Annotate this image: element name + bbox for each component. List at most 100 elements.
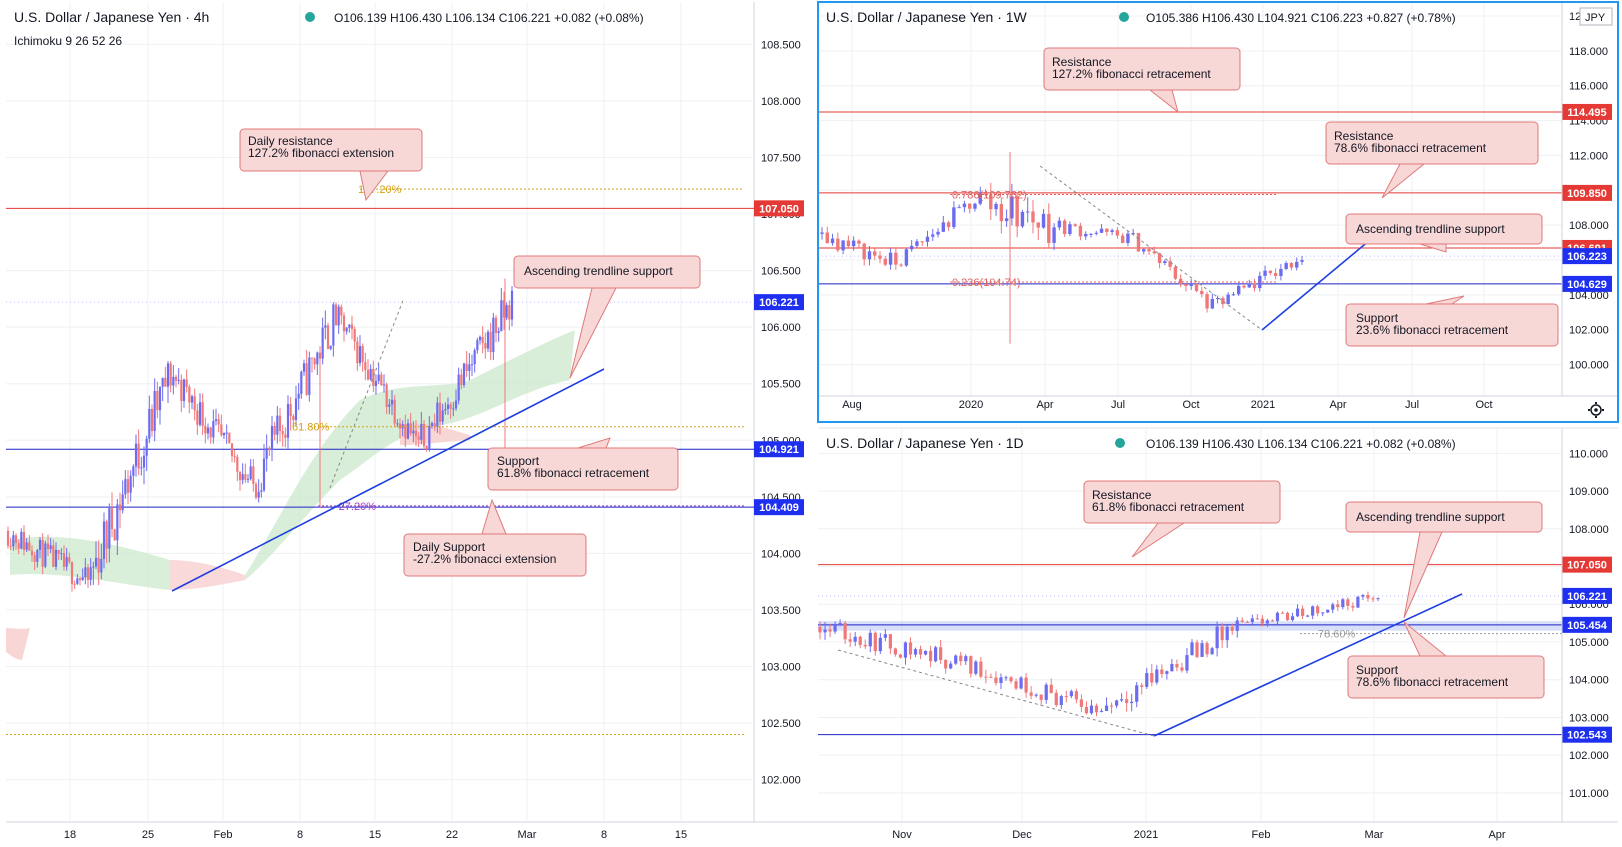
fib-anchor-line[interactable] (329, 297, 405, 489)
x-tick-label: Apr (1488, 829, 1505, 841)
callout-annotation[interactable]: Ascending trendline support (513, 255, 701, 379)
candle-body (446, 404, 450, 410)
candle-body (126, 479, 130, 493)
candle-body (959, 655, 963, 662)
candle-body (1069, 691, 1073, 697)
candle-body (452, 408, 455, 410)
candle-body (481, 336, 484, 344)
candle-body (913, 649, 918, 655)
candle-body (57, 549, 60, 554)
candle-body (497, 331, 500, 333)
candle-body (246, 479, 250, 481)
candle-body (823, 629, 827, 633)
y-tick-label: 104.000 (1569, 675, 1609, 687)
callout-text: Resistance (1334, 129, 1394, 143)
candle-body (903, 642, 908, 658)
candle-body (494, 317, 498, 333)
candle-body (1155, 669, 1159, 683)
candle-body (14, 535, 18, 544)
chart-panel-4h[interactable]: 127.20%61.80%-27.20% Daily resistance127… (6, 2, 818, 841)
callout-text: Resistance (1052, 55, 1112, 69)
y-tick-label: 103.500 (761, 605, 801, 617)
candle-body (89, 567, 92, 580)
candle-body (1031, 211, 1035, 223)
candle-body (857, 240, 861, 244)
candle-body (321, 327, 324, 359)
callout-text: 23.6% fibonacci retracement (1356, 323, 1509, 337)
price-tag (1562, 275, 1612, 292)
candle-body (326, 325, 330, 349)
candle-body (350, 324, 354, 329)
fib-level-label: -27.20% (335, 501, 376, 513)
candle-body (828, 629, 832, 632)
candle-body (1180, 667, 1184, 671)
candle-body (941, 222, 946, 232)
candle-body (1010, 196, 1014, 219)
y-tick-label: 102.000 (1569, 750, 1609, 762)
candle-body (1295, 261, 1299, 268)
price-tag-label: 109.850 (1567, 188, 1607, 200)
currency-badge[interactable] (1579, 7, 1613, 26)
candle-body (156, 391, 159, 411)
candle-body (420, 423, 423, 440)
candle-body (1295, 608, 1300, 617)
candle-body (121, 494, 124, 511)
candle-body (356, 341, 359, 364)
candle-body (1115, 230, 1120, 236)
candle-body (113, 529, 116, 541)
candle-body (62, 553, 66, 567)
candle-body (1210, 648, 1214, 655)
callout-annotation[interactable]: Ascending trendline support (1345, 213, 1543, 253)
y-tick-label: 101.000 (1569, 788, 1609, 800)
candle-body (1321, 612, 1325, 614)
candle-body (316, 352, 319, 365)
indicator-label-ichimoku[interactable]: Ichimoku 9 26 52 26 (14, 34, 122, 48)
x-tick-label: 8 (601, 829, 607, 841)
candle-body (142, 455, 146, 468)
candle-body (260, 490, 263, 492)
candle-body (1165, 671, 1169, 674)
candle-body (1084, 233, 1088, 237)
candle-body (1157, 253, 1162, 264)
candle-body (1351, 605, 1355, 608)
ascending-trendline[interactable] (1153, 593, 1463, 737)
candle-body (1235, 620, 1239, 631)
candle-body (939, 647, 943, 661)
candle-body (372, 368, 375, 387)
candle-body (278, 415, 282, 431)
candle-body (888, 634, 892, 649)
candle-body (20, 531, 23, 549)
candle-body (281, 430, 284, 435)
candle-body (1215, 298, 1220, 300)
callout-text: Support (1356, 663, 1399, 677)
callout-box (1345, 213, 1543, 245)
candle-body (70, 561, 74, 584)
candle-body (1047, 213, 1051, 243)
candle-body (364, 361, 367, 370)
x-tick-label: 25 (142, 829, 154, 841)
fib-anchor-line[interactable] (837, 649, 1155, 737)
price-tag-label: 104.629 (1567, 279, 1607, 291)
candle-body (1152, 251, 1157, 254)
chart-settings-gear-icon[interactable] (1588, 402, 1604, 418)
candle-body (388, 404, 391, 407)
fib-anchor-line[interactable] (1039, 165, 1263, 331)
candle-body (460, 374, 463, 386)
callout-annotation[interactable]: Daily Support-27.2% fibonacci extension (403, 498, 587, 577)
ascending-trendline[interactable] (171, 368, 605, 592)
chart-panel-1w[interactable]: 0.786(109.762)0.236(104.74) Resistance12… (817, 1, 1619, 423)
ascending-trendline[interactable] (1261, 239, 1371, 331)
candle-body (382, 384, 386, 386)
candle-body (169, 363, 172, 386)
candle-body (1150, 673, 1154, 683)
callout-annotation[interactable]: Ascending trendline support (1345, 501, 1543, 619)
